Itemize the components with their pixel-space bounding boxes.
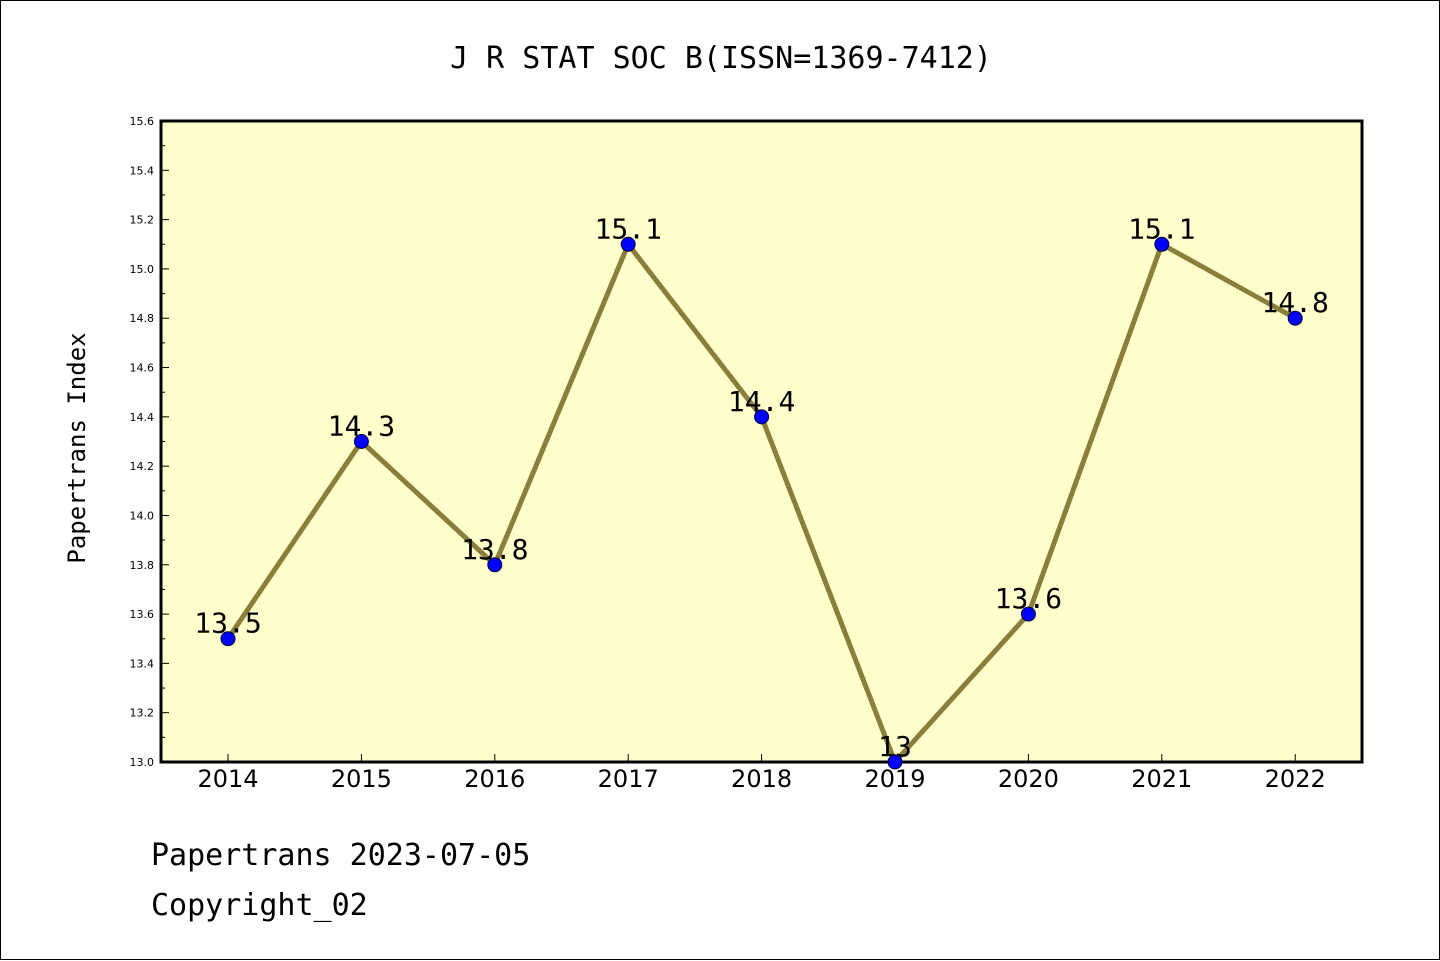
- data-label: 15.1: [1128, 212, 1195, 245]
- data-label: 14.4: [728, 385, 795, 418]
- footer-copyright: Copyright_02: [151, 888, 368, 923]
- y-tick-label: 13.0: [130, 756, 155, 769]
- footer-date: Papertrans 2023-07-05: [151, 838, 530, 873]
- data-point: [1287, 310, 1303, 326]
- y-tick-label: 14.4: [130, 411, 155, 424]
- x-axis: 2014 2015 2016 2017 2018 2019 2020 2021 2022: [197, 754, 1326, 793]
- data-label: 13.5: [194, 607, 261, 640]
- y-tick-label: 15.2: [130, 214, 155, 227]
- x-tick-label: 2014: [197, 765, 258, 793]
- data-point: [887, 754, 903, 770]
- y-tick-label: 13.2: [130, 707, 155, 720]
- chart-title: J R STAT SOC B(ISSN=1369-7412): [450, 41, 992, 76]
- x-tick-label: 2016: [464, 765, 525, 793]
- data-point: [754, 409, 770, 425]
- x-tick-label: 2015: [331, 765, 392, 793]
- series-markers: [220, 236, 1303, 770]
- y-tick-label: 15.0: [130, 263, 155, 276]
- y-tick-label: 15.6: [130, 115, 155, 128]
- y-tick-label: 14.0: [130, 509, 155, 522]
- data-label: 14.8: [1261, 286, 1328, 319]
- data-point: [1154, 236, 1170, 252]
- data-point: [620, 236, 636, 252]
- data-point: [220, 631, 236, 647]
- data-point: [1020, 606, 1036, 622]
- x-tick-label: 2018: [731, 765, 792, 793]
- data-point: [353, 434, 369, 449]
- y-tick-label: 13.4: [130, 657, 155, 670]
- x-tick-label: 2017: [598, 765, 659, 793]
- data-label: 14.3: [328, 410, 395, 443]
- y-tick-label: 13.6: [130, 608, 155, 621]
- y-tick-label: 14.8: [130, 312, 155, 325]
- data-labels: 13.5 14.3 13.8 15.1 14.4 13 13.6 15.1 14.8: [194, 212, 1329, 763]
- x-tick-label: 2019: [864, 765, 925, 793]
- data-point: [487, 557, 503, 573]
- y-tick-label: 14.2: [130, 460, 155, 473]
- y-tick-label: 13.8: [130, 559, 155, 572]
- y-axis: 13.0 13.2 13.4 13.6 13.8 14.0 14.2 14.4 14.6 14.8…: [130, 115, 169, 769]
- data-label: 15.1: [594, 212, 661, 245]
- data-label: 13.8: [461, 533, 528, 566]
- data-label: 13.6: [995, 582, 1062, 615]
- x-tick-label: 2022: [1265, 765, 1326, 793]
- y-axis-label: Papertrans Index: [63, 332, 91, 563]
- y-tick-label: 14.6: [130, 362, 155, 375]
- data-label: 13: [878, 730, 912, 763]
- y-tick-label: 15.4: [130, 164, 155, 177]
- x-tick-label: 2020: [998, 765, 1059, 793]
- x-tick-label: 2021: [1131, 765, 1192, 793]
